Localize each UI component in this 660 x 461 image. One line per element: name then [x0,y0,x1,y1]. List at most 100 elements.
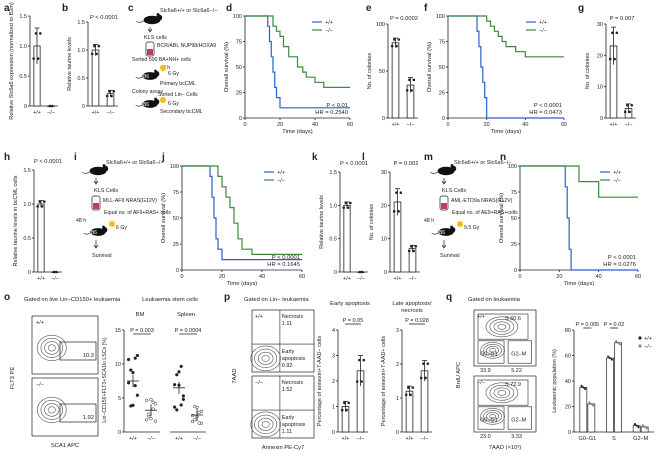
data-point [52,270,56,274]
y-tick-label: 0 [384,270,387,276]
mouse-head [101,227,108,233]
x-tick-label: 40 [259,274,265,280]
data-point [628,110,631,114]
density-contour [254,414,278,434]
flow-plot-ko [31,377,99,437]
necrosis-label: Necrosis [282,380,304,386]
data-point [135,393,140,397]
mouse-body [90,228,106,236]
data-point [133,356,137,360]
data-point [36,205,39,208]
p-value: P < 0.0001 [90,15,118,21]
x-tick-label: +/+ [129,436,137,442]
panel-letter: c [128,3,134,14]
mouse-tail [135,76,143,79]
survival-curve-wt [448,15,564,119]
gate-title: Gated on live Lin−CD150+ leukaemia [24,297,121,303]
y-tick-label: 25 [511,242,517,248]
y-tick-label: 3 [332,354,335,360]
y-tick-label: 60 [565,354,571,360]
y-tick-label: 50 [379,69,385,75]
data-point [407,249,411,253]
y-tick-label: 20 [381,203,387,209]
density-contour [485,382,519,404]
x-tick-label: G2–M [633,436,648,442]
colony-assay-label: Colony assay [132,89,164,95]
kls-label: KLS cells [144,35,167,41]
data-point [405,89,409,92]
y-tick-label: 0 [568,430,571,436]
density-contour [36,334,67,361]
x-tick-label: −/− [409,276,417,282]
p-value: P < 0.0001 [34,159,62,165]
gate [59,403,97,423]
y-tick-label: 0 [118,430,121,436]
panel-letter: g [578,3,584,14]
data-point [360,270,364,274]
data-point [584,387,587,390]
dose-label: 9.5 Gy [464,225,480,231]
equal-cells-label: Equal no. of AF9+RAS+ cells [104,210,171,216]
data-point [588,401,591,404]
y-tick-label: 75 [511,190,517,196]
bar-wt [579,387,588,433]
y-axis-label: Overall survival (%) [499,193,505,243]
legend-label-wt: +/+ [325,20,333,26]
flow-plot [251,309,315,373]
data-point [93,44,96,48]
data-point [40,205,44,208]
secondary-label: Secondary bcCML [160,109,203,115]
data-point [39,32,42,35]
y-tick-label: 50 [173,216,179,222]
data-point [149,398,153,402]
early-value: 1.11 [282,429,292,435]
outcome-label: Survival [440,253,460,259]
phase-g2m-label: G2–M [511,418,526,424]
gate-value: 10.3 [83,353,94,359]
density-contour [485,316,519,338]
early-label: apoptosis [282,356,306,362]
necrosis-value: 1.52 [282,387,293,393]
data-point [135,353,140,358]
legend-label-wt: +/+ [613,170,621,176]
mouse-ear [102,225,105,229]
panel-letter: d [226,3,232,14]
bar-ko [587,403,596,433]
y-tick-label: 0 [442,116,445,122]
mouse-ear [450,164,454,168]
sorted-lin-label: Sorted Lin− Cells [158,92,198,98]
data-point [172,383,177,387]
y-tick-label: 1.0 [329,203,337,209]
tube-liquid [441,203,447,209]
legend-label-ko: −/− [644,344,652,350]
equal-cells-label: Equal no. of AE9+RAS+cells [452,210,518,216]
data-point [393,38,396,41]
y-tick-label: 0 [396,430,399,436]
data-point [392,210,396,213]
radiation-icon [160,97,166,103]
y-tick-label: 0 [514,268,517,274]
data-point [175,373,179,377]
mouse-tag: B6 [143,102,149,108]
x-tick-label: −/− [193,436,201,442]
y-tick-label: 1.0 [19,44,27,50]
y-tick-label: 75 [236,40,242,46]
dose-label: 6 Gy [168,101,179,107]
mouse-body [438,228,454,236]
panel-letter: i [74,152,77,163]
p-value: P < 0.0001 [272,255,300,261]
arrow-head [147,28,153,33]
mouse-genotype-label: Slc6a6+/+ or Slc6a6−/− [454,160,511,166]
data-point [623,110,627,114]
data-point [397,210,400,213]
density-contour [497,323,507,330]
flow-x-label: Annexin PE-Cy7 [262,445,305,451]
x-tick-label: 20 [219,274,225,280]
data-point [190,419,195,424]
survival-curve-ko [448,15,564,58]
y-axis-label: Percentage of annexin+7-AAD− cells [317,336,323,426]
y-tick-label: 1.5 [19,14,27,20]
p-value: P < 0.0001 [340,161,368,167]
x-tick-label: −/− [47,110,55,116]
data-point [422,362,425,365]
